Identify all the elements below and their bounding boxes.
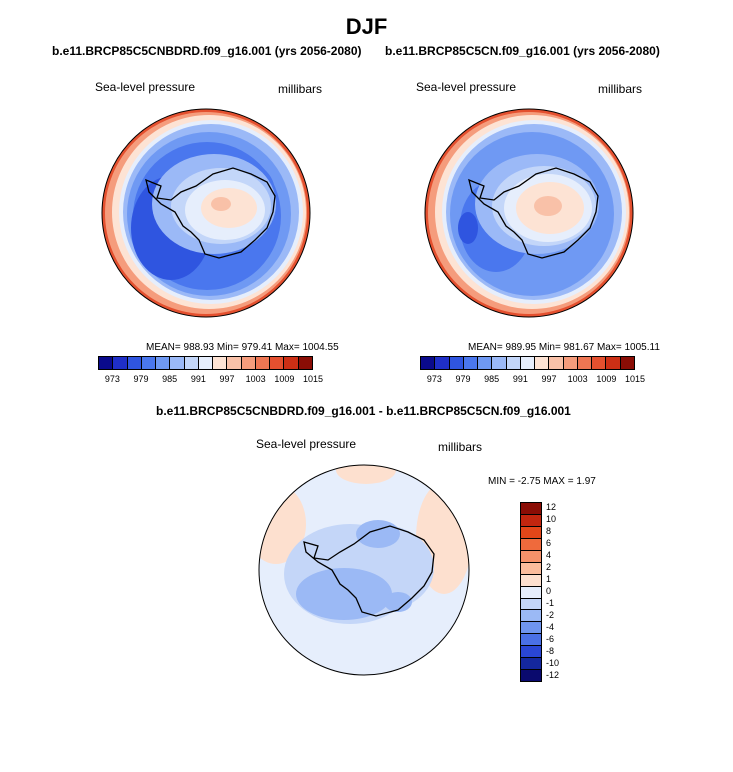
colorbar-tick-label: -10: [546, 658, 560, 668]
colorbar-segment: [521, 514, 541, 527]
colorbar-segment: [549, 357, 564, 369]
colorbar-segment: [298, 357, 312, 369]
colorbar-tick-label: 985: [484, 374, 500, 384]
colorbar-segment: [255, 357, 271, 369]
colorbar-tick-label: 1015: [624, 374, 646, 384]
polar-map-left: [101, 108, 311, 318]
colorbar-right-ticks: 973 979 985 991 997 1003 1009 1015: [420, 374, 645, 386]
colorbar-tick-label: 1: [546, 574, 552, 584]
colorbar-segment: [563, 357, 578, 369]
stats-diff: MIN = -2.75 MAX = 1.97: [488, 476, 596, 487]
colorbar-segment: [421, 357, 436, 369]
colorbar-segment: [521, 503, 541, 515]
colorbar-segment: [435, 357, 450, 369]
colorbar-tick-label: 1015: [302, 374, 324, 384]
variable-label-diff: Sea-level pressure: [256, 437, 357, 451]
colorbar-diff-ticks: 12 10 8 6 4 2 1 0 -1 -2 -4 -6 -8 -10 -12: [546, 502, 576, 682]
colorbar-segment: [521, 538, 541, 551]
colorbar-segment: [213, 357, 228, 369]
colorbar-tick-label: 4: [546, 550, 552, 560]
colorbar-segment: [592, 357, 607, 369]
colorbar-segment: [521, 550, 541, 563]
colorbar-tick-label: -2: [546, 610, 555, 620]
colorbar-tick-label: 973: [426, 374, 442, 384]
colorbar-tick-label: 8: [546, 526, 552, 536]
colorbar-tick-label: 0: [546, 586, 552, 596]
colorbar-tick-label: 1003: [567, 374, 588, 384]
colorbar-tick-label: 991: [512, 374, 528, 384]
colorbar-tick-label: -4: [546, 622, 555, 632]
colorbar-tick-label: -1: [546, 598, 555, 608]
colorbar-diff: [520, 502, 542, 682]
colorbar-segment: [170, 357, 185, 369]
colorbar-left: [98, 356, 313, 370]
colorbar-segment: [521, 586, 541, 599]
colorbar-tick-label: 973: [104, 374, 120, 384]
colorbar-segment: [521, 622, 541, 635]
colorbar-tick-label: 12: [546, 502, 557, 512]
colorbar-tick-label: 1003: [245, 374, 266, 384]
colorbar-segment: [270, 357, 285, 369]
colorbar-segment: [520, 357, 536, 369]
colorbar-tick-label: 997: [219, 374, 235, 384]
colorbar-segment: [521, 670, 541, 682]
colorbar-segment: [606, 357, 621, 369]
colorbar-right: [420, 356, 635, 370]
colorbar-segment: [127, 357, 142, 369]
colorbar-tick-label: -8: [546, 646, 555, 656]
colorbar-segment: [113, 357, 128, 369]
colorbar-segment: [521, 526, 541, 539]
units-label-diff: millibars: [438, 440, 483, 454]
colorbar-tick-label: 997: [541, 374, 557, 384]
colorbar-segment: [478, 357, 493, 369]
polar-map-right: [424, 108, 634, 318]
stats-left: MEAN= 988.93 Min= 979.41 Max= 1004.55: [146, 342, 339, 353]
colorbar-segment: [227, 357, 242, 369]
colorbar-segment: [521, 598, 541, 611]
units-label-right: millibars: [598, 82, 643, 96]
colorbar-segment: [577, 357, 593, 369]
colorbar-segment: [141, 357, 157, 369]
colorbar-tick-label: 10: [546, 514, 557, 524]
colorbar-segment: [521, 610, 541, 623]
colorbar-segment: [156, 357, 171, 369]
colorbar-segment: [184, 357, 199, 369]
variable-label-left: Sea-level pressure: [95, 80, 196, 94]
colorbar-left-ticks: 973 979 985 991 997 1003 1009 1015: [98, 374, 323, 386]
colorbar-tick-label: 979: [455, 374, 471, 384]
panel-title-diff: b.e11.BRCP85C5CNBDRD.f09_g16.001 - b.e11…: [156, 404, 571, 418]
colorbar-segment: [620, 357, 634, 369]
colorbar-segment: [521, 634, 541, 647]
colorbar-segment: [463, 357, 479, 369]
colorbar-tick-label: 1009: [274, 374, 295, 384]
colorbar-tick-label: 991: [190, 374, 206, 384]
colorbar-tick-label: 979: [133, 374, 149, 384]
colorbar-segment: [284, 357, 299, 369]
colorbar-segment: [521, 574, 541, 587]
colorbar-segment: [535, 357, 550, 369]
colorbar-tick-label: 6: [546, 538, 552, 548]
figure-title: DJF: [345, 14, 388, 39]
panel-title-right: b.e11.BRCP85C5CN.f09_g16.001 (yrs 2056-2…: [385, 44, 660, 58]
colorbar-segment: [506, 357, 521, 369]
colorbar-tick-label: 1009: [596, 374, 617, 384]
colorbar-tick-label: -12: [546, 670, 560, 680]
colorbar-segment: [492, 357, 507, 369]
colorbar-segment: [521, 646, 541, 659]
colorbar-tick-label: -6: [546, 634, 555, 644]
panel-title-left: b.e11.BRCP85C5CNBDRD.f09_g16.001 (yrs 20…: [52, 44, 362, 58]
colorbar-tick-label: 985: [162, 374, 178, 384]
colorbar-segment: [521, 658, 541, 671]
colorbar-segment: [198, 357, 214, 369]
units-label-left: millibars: [278, 82, 323, 96]
variable-label-right: Sea-level pressure: [416, 80, 517, 94]
colorbar-segment: [521, 562, 541, 575]
colorbar-segment: [241, 357, 256, 369]
colorbar-segment: [99, 357, 114, 369]
stats-right: MEAN= 989.95 Min= 981.67 Max= 1005.11: [468, 342, 660, 353]
colorbar-segment: [449, 357, 464, 369]
polar-map-diff: [258, 464, 470, 676]
colorbar-tick-label: 2: [546, 562, 552, 572]
